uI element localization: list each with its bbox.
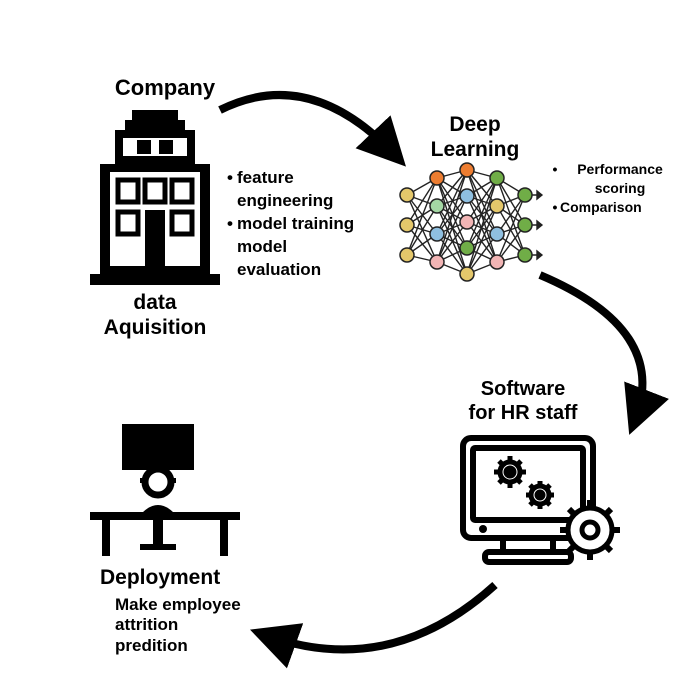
deployment-sub-line2: attrition [115, 615, 178, 634]
deeplearning-title: Deep Learning [410, 112, 540, 162]
company-subtitle-line2: Aquisition [104, 316, 207, 339]
arrow-deeplearning-to-software [520, 260, 690, 440]
deeplearning-title-line2: Learning [431, 138, 520, 161]
deeplearning-title-line1: Deep [449, 113, 500, 136]
company-subtitle-line1: data [133, 291, 176, 314]
deeplearning-bullets: •Performance scoring •Comparison [550, 160, 680, 217]
deployment-title: Deployment [100, 565, 270, 590]
deeplearning-bullet-2: Comparison [560, 198, 642, 217]
deeplearning-bullet-1: Performance scoring [560, 160, 680, 198]
arrow-company-to-deeplearning [200, 80, 420, 190]
deployment-sub-line3: predition [115, 636, 188, 655]
company-bullet-2: model training model evaluation [237, 213, 367, 282]
company-subtitle: data Aquisition [85, 290, 225, 340]
computer-gears-icon [455, 430, 625, 585]
deployment-sub-line1: Make employee [115, 595, 241, 614]
person-at-desk-icon [90, 420, 240, 560]
arrow-software-to-deployment [250, 570, 510, 680]
